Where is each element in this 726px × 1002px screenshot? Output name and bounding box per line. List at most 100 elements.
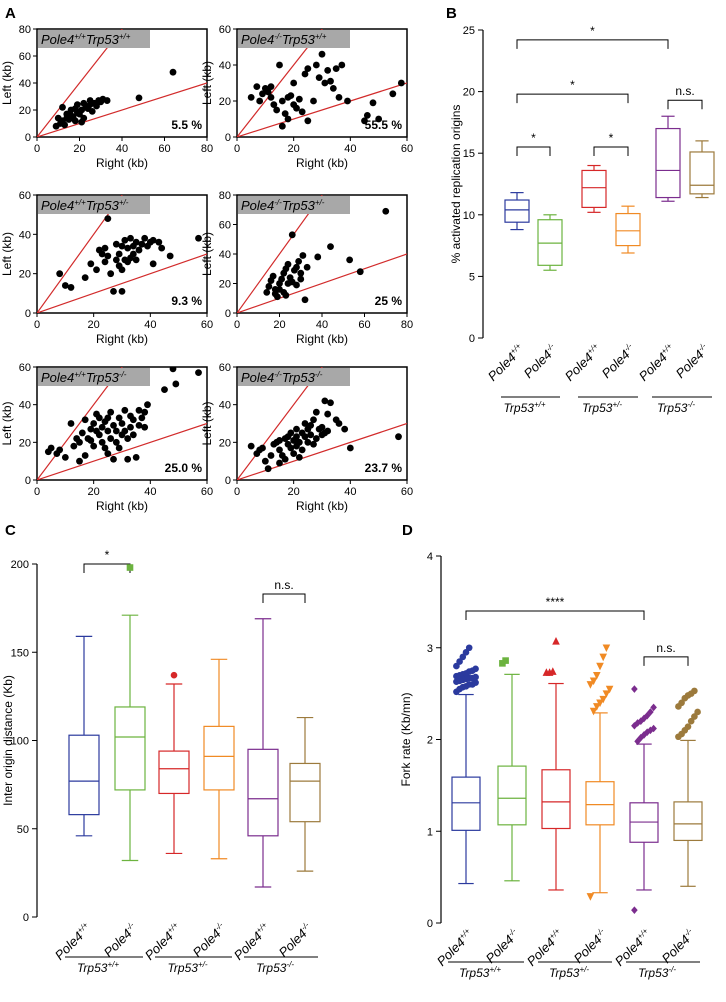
data-point [312, 408, 320, 416]
data-point [356, 268, 364, 276]
data-point [264, 465, 272, 473]
data-point [287, 429, 295, 437]
outlier-point [453, 662, 460, 670]
significance-label: n.s. [274, 578, 293, 592]
boxplot-b [478, 29, 712, 398]
data-point [71, 105, 79, 113]
data-point [115, 444, 123, 452]
group-label: Trp53+/+ [77, 960, 119, 975]
data-point [47, 444, 55, 452]
y-tick-label: 20 [19, 105, 31, 117]
outlier-point [552, 637, 560, 645]
y-tick-label: 0 [25, 308, 31, 320]
data-point [276, 286, 283, 293]
outlier-point [502, 657, 509, 664]
data-point [310, 416, 317, 424]
plot-area [37, 195, 207, 313]
y-tick-label: 50 [17, 824, 29, 836]
percent-label: 23.7 % [365, 461, 403, 475]
outlier-point [586, 893, 595, 901]
data-point [284, 115, 292, 123]
data-point [80, 99, 88, 107]
y-tick-label: 0 [23, 912, 29, 924]
subplot-title-bg [38, 368, 150, 386]
x-category-label: Pole4+/+ [562, 341, 605, 384]
data-point [278, 275, 286, 283]
data-point [124, 455, 132, 463]
x-category-label: Pole4+/+ [142, 920, 185, 963]
iqr-box [673, 801, 703, 842]
x-tick-label: 60 [201, 319, 213, 331]
data-point [267, 94, 275, 101]
data-point [278, 97, 286, 105]
percent-label: 55.5 % [365, 118, 403, 132]
reference-line [237, 195, 323, 313]
data-point [327, 399, 334, 407]
data-point [104, 215, 112, 223]
data-point [81, 274, 89, 281]
data-point [304, 65, 312, 72]
data-point [281, 110, 289, 117]
y-tick-label: 40 [219, 400, 231, 412]
data-point [298, 446, 306, 454]
significance-label: * [531, 131, 536, 145]
data-point [267, 83, 275, 90]
outlier-point [586, 681, 595, 689]
y-tick-label: 15 [463, 148, 475, 160]
group-label: Trp53+/+ [503, 400, 545, 415]
outlier-point [472, 665, 479, 673]
data-point [78, 429, 86, 437]
data-point [132, 256, 140, 264]
iqr-box [289, 762, 321, 823]
y-tick-label: 2 [427, 735, 433, 747]
outlier-point [687, 717, 695, 725]
data-point [276, 61, 283, 69]
x-tick-label: 40 [344, 486, 356, 498]
y-axis-label: Left (kb) [0, 61, 14, 105]
box-group [673, 687, 703, 887]
iqr-box [451, 776, 481, 831]
data-point [261, 457, 269, 465]
data-point [135, 421, 143, 429]
group-label: Trp53-/- [657, 400, 695, 415]
significance-bracket [83, 563, 131, 573]
data-point [287, 92, 295, 99]
data-point [158, 244, 166, 252]
data-point [112, 240, 120, 248]
outlier-point [593, 671, 601, 680]
iqr-box [585, 781, 615, 826]
y-axis-label: Left (kb) [0, 232, 14, 276]
outlier-point [589, 677, 598, 686]
panel-label-a: A [5, 5, 16, 22]
data-point [265, 283, 273, 290]
data-point [129, 250, 137, 258]
plot-area [37, 29, 207, 137]
scatter-subplot [233, 194, 408, 317]
x-tick-label: 0 [234, 486, 240, 498]
plot-area [237, 367, 407, 480]
data-point [121, 406, 129, 414]
outlier-point [631, 906, 638, 914]
y-axis-label: Left (kb) [200, 401, 214, 445]
iqr-box [247, 748, 279, 837]
outlier-point [596, 699, 604, 708]
data-point [264, 88, 272, 96]
y-tick-label: 80 [19, 24, 31, 36]
outlier-point [678, 699, 685, 707]
data-point [172, 380, 180, 388]
data-point [54, 114, 62, 122]
data-point [287, 444, 295, 452]
data-point [112, 256, 120, 264]
data-point [118, 266, 126, 274]
plot-area [237, 29, 407, 137]
data-point [104, 252, 112, 260]
percent-label: 25 % [375, 294, 403, 308]
data-point [135, 406, 143, 414]
data-point [273, 106, 281, 114]
data-point [166, 252, 174, 260]
x-tick-label: 60 [158, 143, 170, 155]
reference-line [37, 367, 123, 480]
outlier-point [684, 723, 692, 730]
y-tick-label: 60 [219, 24, 231, 36]
